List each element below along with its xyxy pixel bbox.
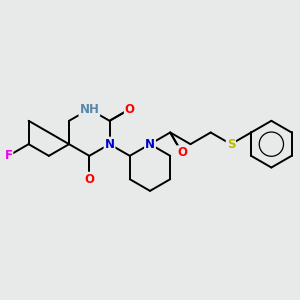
- Text: N: N: [104, 138, 115, 151]
- Text: N: N: [145, 138, 155, 151]
- Text: NH: NH: [80, 103, 99, 116]
- Text: O: O: [177, 146, 187, 159]
- Text: F: F: [4, 149, 12, 162]
- Text: S: S: [227, 138, 235, 151]
- Text: O: O: [125, 103, 135, 116]
- Text: O: O: [84, 173, 94, 186]
